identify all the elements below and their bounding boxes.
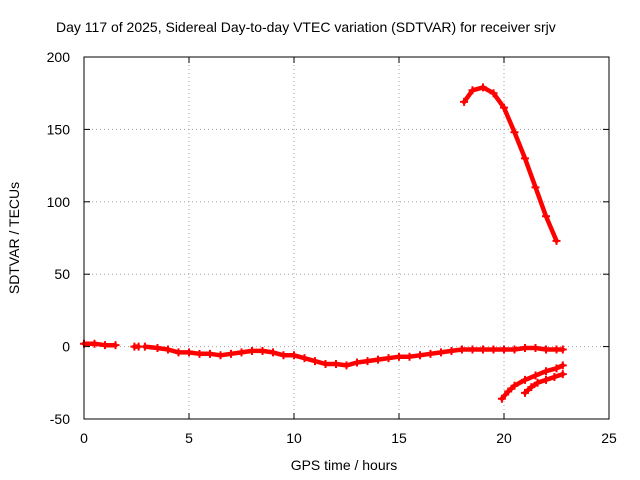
data-point bbox=[290, 351, 298, 360]
data-point bbox=[458, 345, 466, 354]
series-arc-high bbox=[461, 85, 559, 244]
y-tick-label: -50 bbox=[50, 411, 70, 427]
data-point bbox=[216, 351, 225, 360]
data-point bbox=[479, 345, 487, 354]
data-point bbox=[206, 349, 214, 358]
series-arc-main-1 bbox=[81, 341, 118, 348]
x-axis: 0 5 10 15 20 25 bbox=[80, 57, 617, 446]
data-point bbox=[558, 345, 567, 354]
y-axis-title: SDTVAR / TECUs bbox=[6, 182, 22, 294]
data-point bbox=[550, 373, 559, 382]
data-point bbox=[153, 344, 162, 353]
data-point bbox=[447, 346, 456, 355]
data-point bbox=[468, 86, 477, 95]
data-point bbox=[500, 103, 508, 112]
data-point bbox=[140, 342, 149, 351]
data-point bbox=[374, 355, 382, 364]
x-tick-label: 0 bbox=[80, 430, 88, 446]
data-point bbox=[395, 352, 403, 361]
data-point bbox=[497, 394, 506, 403]
data-point bbox=[185, 348, 193, 357]
x-tick-label: 25 bbox=[601, 430, 617, 446]
data-point bbox=[426, 349, 435, 358]
data-point bbox=[437, 348, 445, 357]
data-point bbox=[510, 381, 519, 390]
data-point bbox=[248, 346, 256, 355]
data-point bbox=[405, 352, 414, 361]
series-layer bbox=[80, 83, 567, 403]
data-point bbox=[521, 154, 529, 163]
data-point bbox=[531, 344, 540, 353]
data-point bbox=[510, 345, 519, 354]
y-tick-label: 150 bbox=[47, 121, 71, 137]
data-point bbox=[479, 83, 487, 92]
y-tick-label: 200 bbox=[47, 49, 71, 65]
data-point bbox=[269, 348, 277, 357]
data-point bbox=[174, 348, 183, 357]
grid-layer bbox=[84, 57, 609, 419]
data-point bbox=[279, 351, 288, 360]
data-point bbox=[552, 236, 561, 245]
x-tick-label: 15 bbox=[391, 430, 407, 446]
data-point bbox=[195, 349, 204, 358]
data-point bbox=[468, 345, 477, 354]
chart-title: Day 117 of 2025, Sidereal Day-to-day VTE… bbox=[56, 19, 556, 35]
data-point bbox=[332, 359, 340, 368]
data-point bbox=[552, 364, 561, 373]
data-point bbox=[542, 212, 550, 221]
data-point bbox=[500, 345, 508, 354]
y-axis: -50 0 50 100 150 200 bbox=[47, 49, 609, 427]
data-point bbox=[531, 371, 540, 380]
data-point bbox=[416, 351, 424, 360]
data-point bbox=[111, 341, 120, 350]
x-tick-label: 5 bbox=[185, 430, 193, 446]
data-point bbox=[311, 357, 319, 366]
data-point bbox=[521, 388, 529, 397]
x-tick-label: 20 bbox=[496, 430, 512, 446]
data-point bbox=[533, 378, 542, 387]
y-tick-label: 100 bbox=[47, 194, 71, 210]
data-point bbox=[531, 183, 540, 192]
data-point bbox=[227, 349, 235, 358]
y-tick-label: 50 bbox=[54, 266, 70, 282]
data-point bbox=[521, 344, 529, 353]
data-point bbox=[353, 358, 361, 367]
series-arc-low-1 bbox=[499, 363, 566, 401]
data-point bbox=[101, 341, 109, 350]
data-point bbox=[542, 375, 550, 384]
data-point bbox=[342, 361, 351, 370]
data-point bbox=[510, 128, 519, 137]
x-tick-label: 10 bbox=[286, 430, 302, 446]
data-point bbox=[321, 359, 330, 368]
data-point bbox=[300, 354, 309, 363]
data-point bbox=[384, 354, 393, 363]
data-point bbox=[460, 97, 469, 106]
data-point bbox=[489, 345, 498, 354]
data-point bbox=[542, 367, 550, 376]
data-point bbox=[521, 375, 529, 384]
data-point bbox=[558, 361, 567, 370]
data-point bbox=[489, 89, 498, 98]
data-point bbox=[542, 345, 550, 354]
data-point bbox=[164, 345, 172, 354]
data-point bbox=[504, 387, 513, 396]
y-tick-label: 0 bbox=[62, 339, 70, 355]
data-point bbox=[363, 357, 372, 366]
plot-frame bbox=[83, 56, 610, 420]
data-point bbox=[558, 370, 567, 379]
x-axis-title: GPS time / hours bbox=[291, 457, 398, 473]
data-point bbox=[237, 348, 246, 357]
data-point bbox=[258, 346, 267, 355]
data-point bbox=[527, 383, 536, 392]
data-point bbox=[90, 339, 99, 348]
